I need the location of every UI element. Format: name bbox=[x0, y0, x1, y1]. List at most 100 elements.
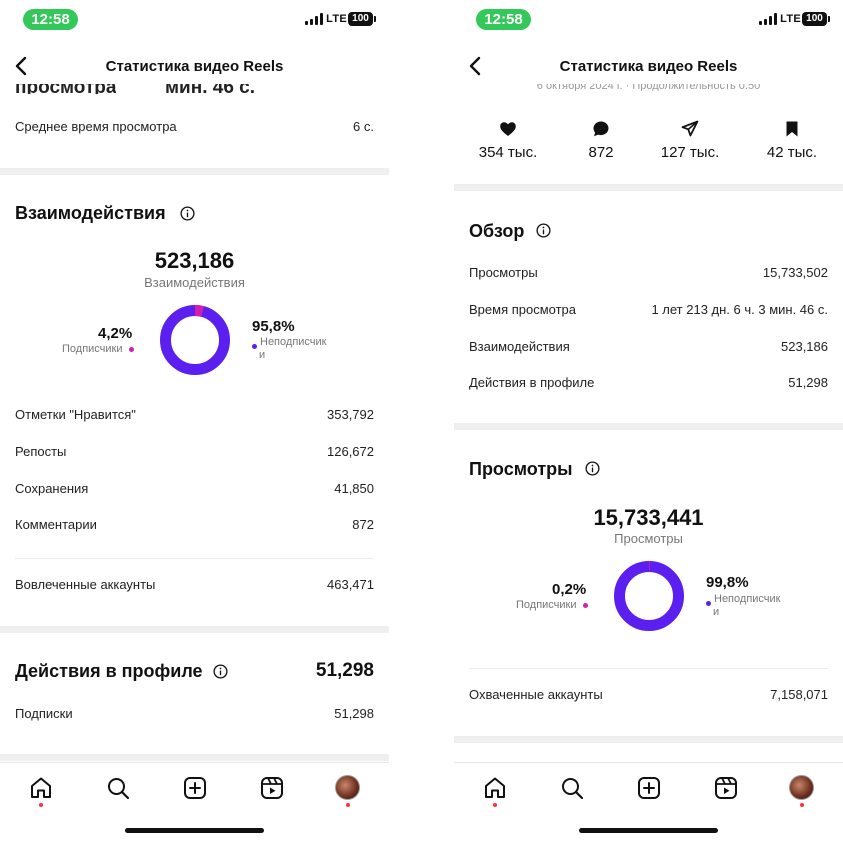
row-value: 7,158,071 bbox=[770, 687, 828, 702]
heart-icon bbox=[500, 122, 516, 136]
row-value: 353,792 bbox=[327, 407, 374, 422]
profile-notification-dot bbox=[800, 803, 804, 807]
row-value: 872 bbox=[352, 517, 374, 532]
stat-value: 42 тыс. bbox=[766, 144, 818, 161]
network-label: LTE bbox=[326, 13, 347, 25]
clipped-video-meta: 6 октября 2024 г. · Продолжительность 0:… bbox=[536, 84, 761, 91]
row-value: 15,733,502 bbox=[762, 265, 828, 280]
engaged-accounts-row: Вовлеченные аккаунты 463,471 bbox=[15, 577, 374, 597]
phone-screen-right: 12:58 LTE 100 Статистика видео Reels 6 о… bbox=[454, 0, 843, 842]
views-donut-chart bbox=[614, 561, 684, 631]
likes-stat: 354 тыс. bbox=[463, 120, 553, 161]
stat-value: 127 тыс. bbox=[660, 144, 720, 161]
row-label: Сохранения bbox=[15, 481, 89, 496]
row-label: Репосты bbox=[15, 444, 67, 459]
share-icon bbox=[681, 120, 699, 137]
status-time: 12:58 bbox=[23, 9, 78, 30]
non-followers-legend: Неподписчик и bbox=[706, 593, 780, 618]
row-value: 41,850 bbox=[334, 481, 374, 496]
row-value: 126,672 bbox=[327, 444, 374, 459]
non-followers-dot bbox=[252, 344, 257, 349]
nav-create[interactable] bbox=[182, 775, 208, 801]
followers-dot bbox=[582, 603, 588, 608]
non-followers-percent: 99,8% bbox=[706, 574, 749, 591]
section-divider bbox=[0, 754, 389, 761]
followers-percent: 4,2% bbox=[98, 325, 133, 342]
battery-icon: 100 bbox=[802, 12, 830, 26]
home-icon bbox=[31, 777, 51, 798]
info-icon[interactable] bbox=[536, 223, 551, 238]
saves-stat: 42 тыс. bbox=[747, 120, 837, 161]
back-button[interactable] bbox=[464, 54, 488, 78]
profile-avatar[interactable] bbox=[789, 775, 814, 800]
section-divider bbox=[454, 736, 843, 743]
nav-reels[interactable] bbox=[259, 775, 285, 801]
chevron-left-icon bbox=[15, 56, 27, 76]
overview-interactions-row: Взаимодействия 523,186 bbox=[469, 339, 828, 359]
info-icon[interactable] bbox=[213, 664, 228, 679]
row-label: Среднее время просмотра bbox=[15, 119, 177, 134]
nav-home[interactable] bbox=[28, 775, 54, 801]
profile-avatar[interactable] bbox=[335, 775, 360, 800]
chevron-left-icon bbox=[469, 56, 481, 76]
home-icon bbox=[485, 777, 505, 798]
status-bar: 12:58 LTE 100 bbox=[454, 0, 843, 40]
stat-value: 354 тыс. bbox=[478, 144, 538, 161]
create-icon bbox=[638, 777, 660, 799]
reels-icon bbox=[715, 777, 737, 799]
followers-dot bbox=[128, 347, 134, 352]
home-notification-dot bbox=[39, 803, 43, 807]
row-value: 6 с. bbox=[353, 119, 374, 134]
info-icon[interactable] bbox=[180, 206, 195, 221]
follows-row: Подписки 51,298 bbox=[15, 706, 374, 726]
search-icon bbox=[562, 778, 584, 800]
legend-label-wrap: и bbox=[259, 349, 266, 361]
top-header: Статистика видео Reels bbox=[454, 48, 843, 84]
row-value: 51,298 bbox=[788, 375, 828, 390]
row-value: 463,471 bbox=[327, 577, 374, 592]
row-label: Действия в профиле bbox=[469, 375, 595, 390]
top-header: Статистика видео Reels bbox=[0, 48, 389, 84]
row-label: Комментарии bbox=[15, 517, 97, 532]
overview-profile-actions-row: Действия в профиле 51,298 bbox=[469, 375, 828, 395]
back-button[interactable] bbox=[10, 54, 34, 78]
row-value: 1 лет 213 дн. 6 ч. 3 мин. 46 с. bbox=[651, 302, 828, 317]
comments-row: Комментарии 872 bbox=[15, 517, 374, 537]
legend-label: Подписчики bbox=[516, 599, 577, 611]
interactions-donut-chart bbox=[160, 305, 230, 375]
status-time: 12:58 bbox=[476, 9, 531, 30]
profile-actions-value: 51,298 bbox=[315, 660, 374, 681]
page-title: Статистика видео Reels bbox=[105, 58, 284, 75]
nav-search[interactable] bbox=[105, 775, 131, 801]
shares-stat: 127 тыс. bbox=[645, 120, 735, 161]
battery-icon: 100 bbox=[348, 12, 376, 26]
info-icon[interactable] bbox=[585, 461, 600, 476]
views-total: 15,733,441 bbox=[593, 505, 704, 530]
overview-watch-time-row: Время просмотра 1 лет 213 дн. 6 ч. 3 мин… bbox=[469, 302, 828, 322]
status-bar: 12:58 LTE 100 bbox=[0, 0, 389, 40]
nav-reels[interactable] bbox=[713, 775, 739, 801]
nav-create[interactable] bbox=[636, 775, 662, 801]
reposts-row: Репосты 126,672 bbox=[15, 444, 374, 464]
row-label: Вовлеченные аккаунты bbox=[15, 577, 156, 592]
clipped-heading-left: просмотра bbox=[15, 84, 116, 94]
stat-value: 872 bbox=[588, 144, 614, 161]
row-value: 51,298 bbox=[334, 706, 374, 721]
followers-legend: Подписчики bbox=[516, 599, 588, 611]
comment-icon bbox=[593, 121, 609, 137]
non-followers-dot bbox=[706, 601, 711, 606]
section-divider bbox=[454, 184, 843, 191]
reached-accounts-row: Охваченные аккаунты 7,158,071 bbox=[469, 687, 828, 707]
home-indicator bbox=[125, 828, 264, 833]
network-label: LTE bbox=[780, 13, 801, 25]
nav-search[interactable] bbox=[559, 775, 585, 801]
profile-actions-title: Действия в профиле bbox=[15, 661, 203, 681]
comments-stat: 872 bbox=[556, 120, 646, 161]
nav-home[interactable] bbox=[482, 775, 508, 801]
legend-label: Неподписчик bbox=[260, 336, 327, 348]
home-indicator bbox=[579, 828, 718, 833]
divider bbox=[15, 558, 374, 559]
row-label: Отметки "Нравится" bbox=[15, 407, 136, 422]
profile-notification-dot bbox=[346, 803, 350, 807]
row-label: Просмотры bbox=[469, 265, 538, 280]
